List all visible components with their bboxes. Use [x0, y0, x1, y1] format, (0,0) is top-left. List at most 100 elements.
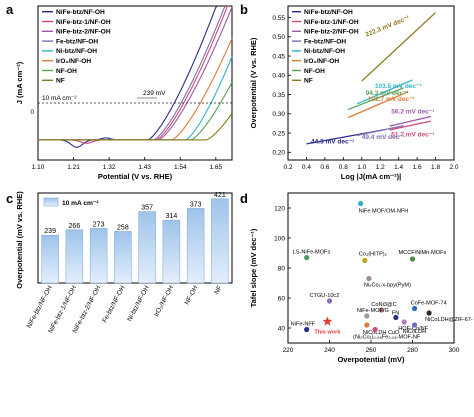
panel-b-ytick-label: 0.55	[272, 15, 285, 22]
panel-d-point-label: (Ni₂Co₁)₀.₉₅Fe₀.₀₅-MOF-NF	[353, 335, 421, 341]
panel-d-point	[364, 322, 370, 328]
panel-d-point-label: Ni₅Co₁-x-bpy(PyM)	[364, 283, 411, 289]
panel-d: d 220 240 260 280 300 40 60 80 100 120 NiFe MOF/O…	[240, 191, 473, 364]
panel-d-point-label: NiCoLDH@ZIF-67-	[425, 317, 473, 323]
panel-b-xtick-label: 0.8	[339, 164, 348, 171]
panel-b-xtick-label: 1.2	[376, 164, 385, 171]
panel-c-category-label: NiFe-btz-2/NF-OH	[71, 284, 102, 334]
panel-c-bar	[162, 219, 181, 284]
panel-b-xlabel: Log |J(mA cm⁻²)|	[341, 172, 401, 181]
panel-d-point-label: CTGU-10c2	[310, 293, 340, 299]
panel-b-letter: b	[240, 2, 248, 17]
panel-a-239-label: 239 mV	[143, 90, 166, 97]
panel-a-letter: a	[6, 2, 14, 17]
panel-d-point-label: CoFe-MOF-74	[411, 301, 447, 307]
panel-b-fit-line	[347, 91, 409, 119]
panel-b-ytick-label: 0.25	[272, 130, 285, 137]
panel-b-xtick-label: 1.4	[394, 164, 403, 171]
panel-d-point-label: NiCoLDH CuO	[363, 330, 400, 336]
panel-a-curve	[38, 5, 218, 148]
panel-b-legend-label: NiFe-btz-2/NF-OH	[304, 29, 359, 36]
panel-b-legend: NiFe-btz/NF-OH NiFe-btz-1/NF-OH NiFe-btz-2…	[292, 9, 359, 85]
panel-d-point	[362, 257, 368, 264]
panel-c-category-label: NF-OH	[184, 284, 200, 306]
panel-b-slope-label: 51.7 mV dec⁻¹	[391, 131, 434, 138]
panel-b: b 0.2 0.4 0.6 0.8 1.0 1.2 1.4 1.6 1.8 2.0 0.20 0.25…	[240, 2, 459, 181]
panel-b-xtick-label: 0.2	[283, 164, 292, 171]
panel-d-this-work-label: This work	[314, 330, 341, 336]
panel-b-slope-label: 94.3 mV dec⁻¹	[366, 90, 409, 97]
panel-b-ytick-label: 0.50	[272, 34, 285, 41]
panel-b-xtick-label: 0.4	[302, 164, 311, 171]
panel-c-ylabel: Overpotential (mV vs. RHE)	[15, 191, 24, 289]
panel-a-xtick-label: 1.54	[174, 164, 187, 171]
panel-a-curve	[38, 81, 233, 141]
panel-b-fit-line	[356, 79, 413, 105]
panel-b-legend-label: IrO₂/NF-OH	[304, 58, 339, 65]
panel-c-bar-value: 273	[93, 221, 105, 228]
panel-b-ytick-label: 0.40	[272, 73, 285, 80]
panel-c-legend-label: 10 mA cm⁻²	[62, 200, 99, 207]
panel-d-point-label: NiFe MOF/OM-NFH	[359, 209, 409, 215]
panel-c-bar-value: 314	[166, 213, 178, 220]
panel-b-xtick-label: 1.8	[431, 164, 440, 171]
panel-d-points: NiFe MOF/OM-NFH LS-NiFe-MOFs Co₃(HITP)₂ Ni₅…	[291, 200, 473, 341]
panel-d-point-label: NiCoLDH	[403, 329, 427, 335]
panel-b-ytick-label: 0.30	[272, 111, 285, 118]
panel-d-point-label: LS-NiFe-MOFs	[293, 250, 331, 256]
panel-c-category-label: Ni-btz/NF-OH	[126, 284, 151, 322]
panel-c-bar	[186, 208, 205, 284]
panel-b-slope-label: 222.3 mV dec⁻¹	[365, 15, 411, 39]
panel-a-legend-label: NF-OH	[56, 68, 77, 75]
panel-b-slope-label: 56.2 mV dec⁻¹	[391, 108, 434, 115]
panel-a-x-axis: 1.10 1.21 1.32 1.43 1.54 1.65	[32, 157, 223, 171]
panel-d-point-label: Co₃(HITP)₂	[359, 252, 387, 258]
panel-b-legend-label: Fe-btz/NF-OH	[304, 38, 346, 45]
panel-a-ylabel: J (mA cm⁻²)	[15, 61, 24, 104]
panel-c: c 10 mA cm⁻² 239 NiFe-btz/NF-OH 266 NiFe-bt…	[6, 191, 233, 335]
panel-d-point	[304, 326, 310, 333]
panel-d-point	[372, 326, 378, 333]
panel-c-bar-value: 421	[214, 192, 226, 199]
panel-c-bar-value: 373	[190, 201, 202, 208]
panel-b-legend-label: NiFe-btz/NF-OH	[304, 9, 353, 16]
panel-b-slope-label: 49.4 mV dec⁻¹	[362, 134, 405, 141]
panel-b-ytick-label: 0.45	[272, 53, 285, 60]
panel-d-point-label: HOF-Co/NF	[398, 326, 428, 332]
panel-b-slope-label: 103.5 mV dec⁻¹	[375, 83, 422, 90]
panel-d-xtick-label: 280	[407, 347, 418, 354]
panel-d-ytick-label: 40	[278, 325, 286, 332]
panel-d-xtick-label: 240	[324, 347, 335, 354]
panel-d-ytick-label: 80	[278, 265, 286, 272]
panel-d-axes: 220 240 260 280 300 40 60 80 100 120	[274, 205, 460, 354]
panel-d-point-label: CoNi3@C	[371, 302, 396, 308]
panel-a-legend-label: NiFe-btz-1/NF-OH	[56, 19, 111, 26]
panel-a-legend-label: NiFe-btz/NF-OH	[56, 9, 105, 16]
panel-d-point-label: NiFe-MOF/G	[357, 308, 389, 314]
panel-b-ytick-label: 0.20	[272, 150, 285, 157]
panel-d-point	[378, 307, 384, 313]
panel-a-legend-label: NiFe-btz-2/NF-OH	[56, 29, 111, 36]
panel-c-category-label: NiFe-btz/NF-OH	[26, 284, 54, 329]
panel-b-xtick-label: 1.0	[357, 164, 366, 171]
panel-a-legend-label: IrO₂/NF-OH	[56, 58, 91, 65]
panel-a-xtick-label: 1.43	[138, 164, 151, 171]
panel-a-xtick-label: 1.21	[67, 164, 80, 171]
panel-c-bar	[89, 228, 108, 284]
panel-d-ylabel: Tafel slope (mV dec⁻¹)	[249, 228, 258, 307]
panel-d-point	[426, 310, 432, 316]
panel-d-point	[409, 256, 416, 262]
panel-b-ytick-label: 0.35	[272, 92, 285, 99]
panel-c-category-label: IrO₂/NF-OH	[153, 284, 175, 318]
panel-d-point	[304, 254, 310, 261]
panel-d-point-label: NiFe-NFF	[291, 322, 316, 328]
panel-a-ytick-0: 0	[30, 109, 34, 116]
panel-d-this-work-star	[322, 316, 333, 326]
panel-b-ylabel: Overpotential (V vs. RHE)	[249, 37, 258, 128]
panel-d-point	[393, 314, 399, 321]
panel-b-xtick-label: 2.0	[449, 164, 458, 171]
panel-c-bar	[65, 229, 84, 284]
panel-d-xtick-label: 300	[449, 347, 460, 354]
panel-c-category-label: NF	[213, 285, 223, 296]
